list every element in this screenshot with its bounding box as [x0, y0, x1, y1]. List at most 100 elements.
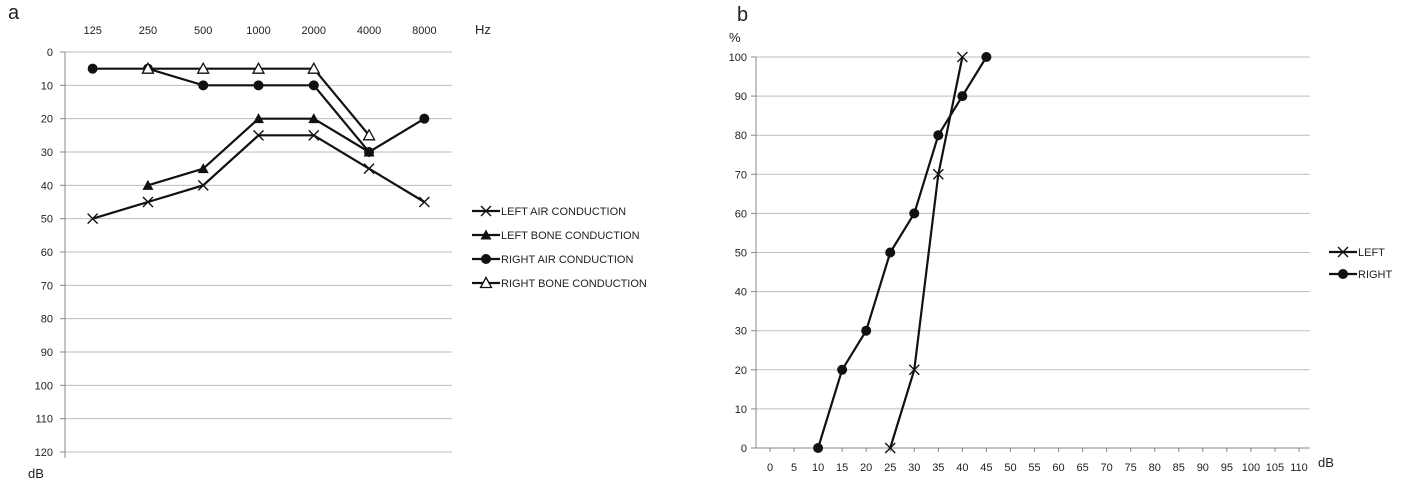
audiogram-chart: 0 10 20 30 40 50 60 70 80 90 100 110 120 125 250 500 100… [28, 22, 647, 481]
x-tick-label: 110 [1290, 462, 1308, 474]
x-tick-label: 75 [1125, 462, 1137, 474]
data-point [909, 208, 920, 219]
x-tick-label: 100 [1242, 462, 1260, 474]
legend-item: RIGHT [1329, 269, 1393, 281]
y-tick-label: 60 [41, 247, 53, 259]
y-tick-label: 70 [41, 280, 53, 292]
legend-marker [480, 205, 492, 217]
x-tick-label: 35 [932, 462, 944, 474]
y-tick-label: 40 [735, 287, 747, 299]
x-tick-label: 15 [836, 462, 848, 474]
data-point [981, 52, 992, 62]
data-point [956, 51, 968, 63]
x-tick-label: 60 [1052, 462, 1064, 474]
legend-label: LEFT AIR CONDUCTION [501, 206, 626, 218]
y-tick-label: 110 [35, 414, 53, 426]
x-tick-label: 125 [83, 25, 101, 37]
data-point [253, 113, 264, 124]
legend: LEFT RIGHT [1329, 246, 1393, 281]
y-unit-label: % [729, 30, 741, 45]
x-tick-label: 1000 [246, 25, 270, 37]
data-point [141, 61, 155, 74]
legend-label: RIGHT BONE CONDUCTION [501, 278, 647, 290]
legend-marker [481, 254, 491, 264]
data-point [957, 91, 968, 102]
y-tick-label: 50 [41, 214, 53, 226]
data-point [308, 113, 320, 124]
y-tick-label: 10 [735, 404, 747, 416]
data-point [253, 80, 264, 91]
data-point [908, 364, 920, 376]
y-tick-label: 90 [735, 91, 747, 103]
y-tick-label: 0 [741, 443, 747, 455]
legend-item: LEFT BONE CONDUCTION [472, 229, 640, 242]
x-tick-label: 90 [1197, 462, 1209, 474]
x-tick-label: 30 [908, 462, 920, 474]
x-tick-label: 5 [791, 462, 797, 474]
legend-marker [1337, 246, 1349, 258]
x-tick-label: 0 [767, 462, 773, 474]
legend-marker [479, 276, 493, 289]
y-tick-label: 80 [41, 314, 53, 326]
y-tick-label: 40 [41, 180, 53, 192]
x-tick-label: 45 [980, 462, 992, 474]
data-point [933, 130, 944, 141]
y-tick-label: 0 [47, 47, 53, 59]
x-tick-label: 25 [884, 462, 896, 474]
series-right [813, 52, 992, 453]
legend-item: LEFT AIR CONDUCTION [472, 205, 626, 218]
x-tick-label: 85 [1173, 462, 1185, 474]
legend-item: RIGHT AIR CONDUCTION [472, 254, 633, 266]
data-point [142, 179, 154, 190]
y-tick-label: 10 [41, 80, 53, 92]
data-point [419, 113, 430, 124]
y-tick-label: 90 [41, 347, 53, 359]
y-tick-label: 80 [735, 130, 747, 142]
legend-marker [480, 229, 492, 240]
legend-label: RIGHT [1358, 269, 1393, 281]
legend-label: LEFT BONE CONDUCTION [501, 230, 640, 242]
x-tick-label: 20 [860, 462, 872, 474]
legend-label: LEFT [1358, 247, 1385, 259]
data-point [813, 443, 824, 453]
data-point [362, 128, 376, 141]
data-point [308, 80, 319, 91]
series-right-bone-conduction [141, 61, 376, 141]
data-point [364, 147, 375, 157]
x-tick-label: 95 [1221, 462, 1233, 474]
data-point [932, 168, 944, 180]
x-tick-label: 500 [194, 25, 212, 37]
data-point [861, 325, 872, 336]
y-tick-label: 60 [735, 208, 747, 220]
panel-b-label: b [737, 4, 749, 26]
data-point [197, 163, 209, 174]
x-tick-label: 4000 [357, 25, 381, 37]
series-line [817, 56, 988, 449]
data-point [198, 80, 209, 91]
series-left-air-conduction [87, 129, 430, 225]
x-tick-label: 8000 [412, 25, 436, 37]
data-point [363, 163, 375, 175]
data-point [307, 61, 321, 74]
panel-a-label: a [8, 2, 20, 24]
data-point [418, 196, 430, 208]
legend-marker [1338, 269, 1348, 279]
x-tick-label: 250 [139, 25, 157, 37]
y-tick-label: 20 [41, 114, 53, 126]
data-point [251, 61, 266, 74]
data-point [87, 213, 99, 225]
legend-label: RIGHT AIR CONDUCTION [501, 254, 633, 266]
y-tick-label: 30 [41, 147, 53, 159]
x-unit-label: dB [1318, 455, 1334, 470]
data-point [253, 129, 264, 141]
y-tick-label: 20 [735, 365, 747, 377]
legend: LEFT AIR CONDUCTION LEFT BONE CONDUCTION R… [472, 205, 647, 290]
x-tick-label: 50 [1004, 462, 1016, 474]
legend-item: LEFT [1329, 246, 1385, 259]
y-tick-label: 120 [35, 447, 53, 459]
data-point [197, 179, 209, 191]
x-tick-label: 40 [956, 462, 968, 474]
x-tick-label: 65 [1076, 462, 1088, 474]
x-unit-label: Hz [475, 22, 491, 37]
